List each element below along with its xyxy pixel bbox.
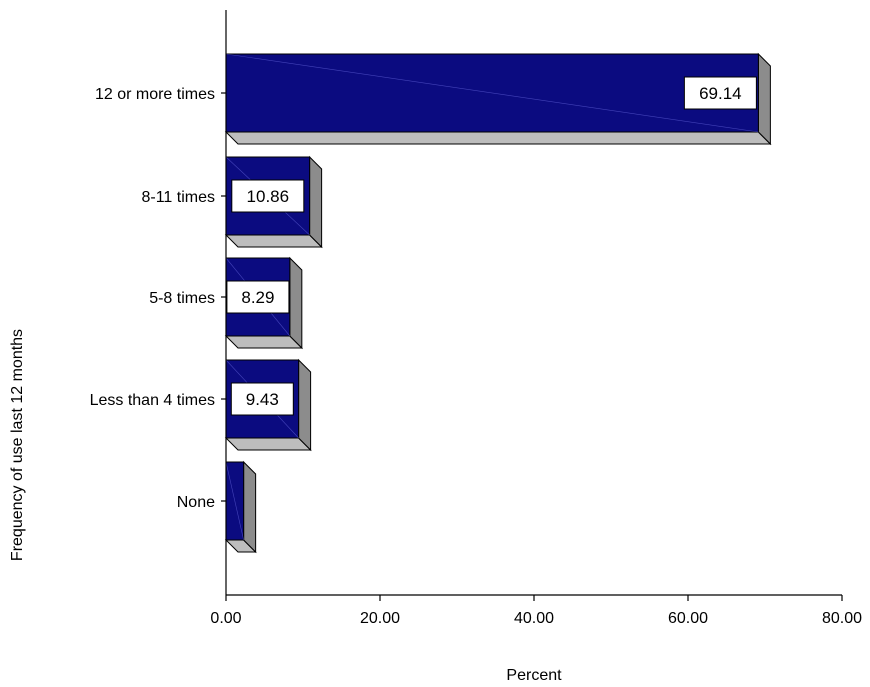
bar — [224, 460, 257, 554]
bar-bottom-face — [224, 335, 304, 349]
data-label: 69.14 — [683, 76, 757, 110]
bar-sheen — [225, 461, 244, 541]
data-label-text: 8.29 — [241, 288, 274, 307]
y-tick-label: None — [177, 494, 215, 511]
x-tick-label: 80.00 — [822, 610, 862, 627]
ticks-layer: 12 or more times 8-11 times 5-8 times Less … — [90, 86, 863, 627]
data-label-text: 9.43 — [246, 390, 279, 409]
bar-bottom-face — [224, 234, 323, 248]
data-labels-layer: 69.14 10.86 8.29 9.43 — [226, 76, 757, 416]
y-tick-label: 5-8 times — [149, 290, 215, 307]
bar-side-face — [309, 155, 323, 249]
data-label: 9.43 — [230, 382, 294, 416]
bars-layer — [224, 52, 772, 554]
x-tick-label: 40.00 — [514, 610, 554, 627]
bar-bottom-face — [224, 437, 312, 451]
y-tick-label: Less than 4 times — [90, 392, 215, 409]
data-label-box — [230, 382, 294, 416]
data-label: 8.29 — [226, 280, 290, 314]
data-label-text: 69.14 — [699, 84, 742, 103]
x-axis-title: Percent — [506, 667, 562, 684]
y-axis-title: Frequency of use last 12 months — [9, 329, 26, 561]
bar-side-face — [298, 358, 312, 452]
data-label-box — [226, 280, 290, 314]
bar-side-face — [243, 460, 257, 554]
data-label-box — [683, 76, 757, 110]
y-tick-label: 8-11 times — [141, 189, 215, 206]
x-tick-label: 60.00 — [668, 610, 708, 627]
bar-sheen — [225, 53, 759, 133]
data-label-box — [231, 179, 305, 213]
y-tick-label: 12 or more times — [95, 86, 215, 103]
data-label: 10.86 — [231, 179, 305, 213]
bar-bottom-face — [224, 131, 772, 145]
bar — [224, 52, 772, 146]
x-tick-label: 20.00 — [360, 610, 400, 627]
bar-side-face — [289, 256, 303, 350]
data-label-text: 10.86 — [247, 187, 290, 206]
bar-side-face — [757, 52, 771, 146]
x-tick-label: 0.00 — [210, 610, 241, 627]
